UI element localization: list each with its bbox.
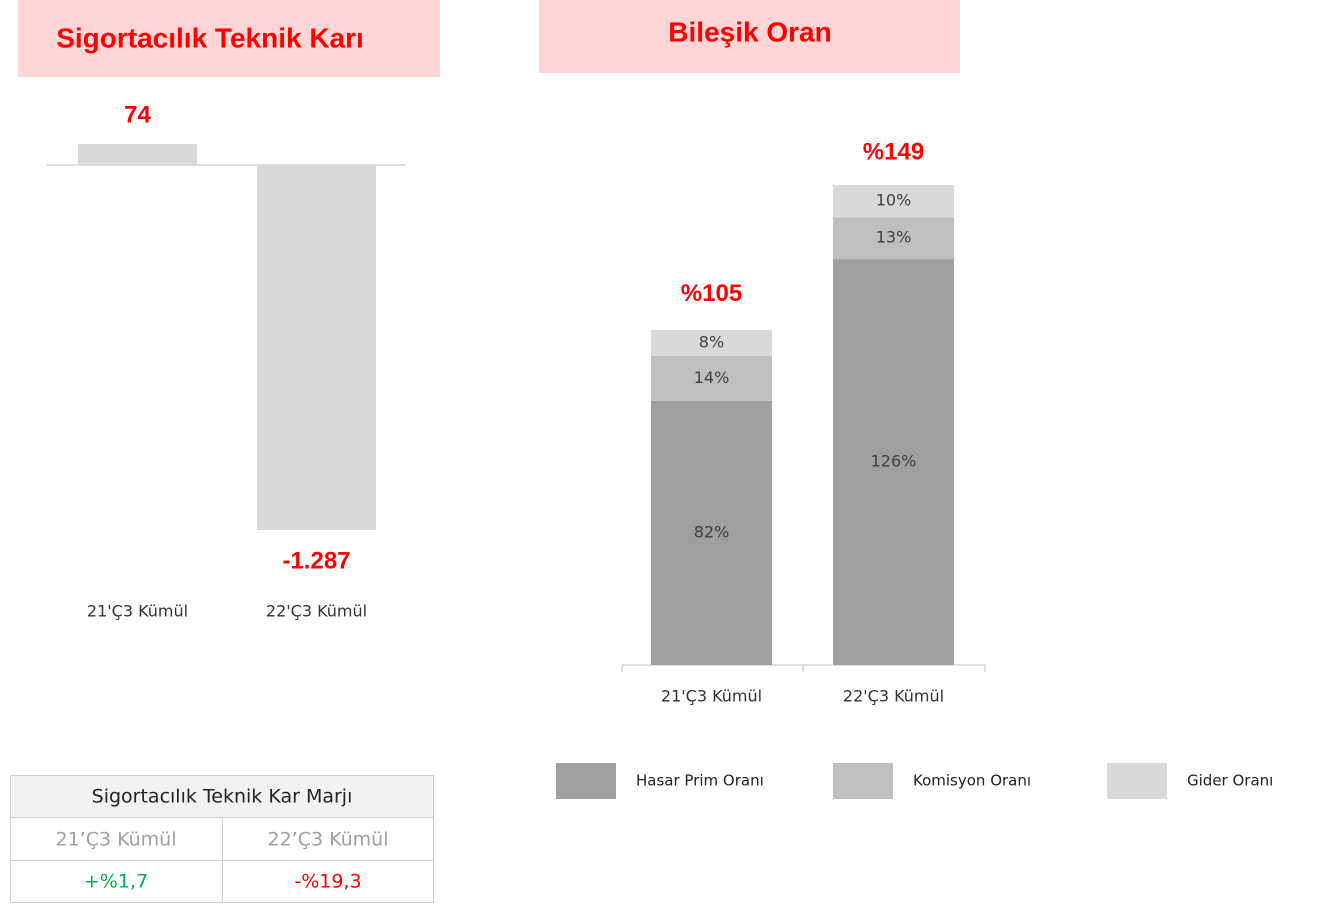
x-tick-label: 22'Ç3 Kümül [266,602,367,621]
bar-segment [833,185,954,218]
title-box [539,0,960,73]
bar-segment [651,329,772,356]
segment-label: 14% [694,368,730,387]
legend-swatch [556,763,616,799]
legend-label: Komisyon Oranı [913,772,1031,790]
value-label: 74 [124,101,151,128]
total-label: %149 [863,138,924,165]
segment-label: 10% [876,191,912,210]
table-value: +%1,7 [84,871,148,893]
bar-segment [833,259,954,665]
x-tick-label: 22'Ç3 Kümül [843,687,944,706]
bar [78,144,197,165]
table-header: 21’Ç3 Kümül [56,829,177,851]
segment-label: 8% [699,332,724,351]
total-label: %105 [681,280,742,307]
segment-label: 126% [871,452,917,471]
segment-label: 13% [876,228,912,247]
table: Sigortacılık Teknik Kar Marjı 21’Ç3 Kümü… [10,775,434,903]
table-value: -%19,3 [294,871,361,893]
table-header: 22’Ç3 Kümül [268,829,389,851]
title-box [18,0,440,77]
x-tick-label: 21'Ç3 Kümül [87,602,188,621]
legend-swatch [833,763,893,799]
bar-segment [833,217,954,260]
table-cell [10,860,223,903]
legend-swatch [1107,763,1167,799]
legend-label: Gider Oranı [1187,772,1273,790]
value-label: -1.287 [282,547,350,574]
bar-segment [651,400,772,665]
chart-title: Sigortacılık Teknik Karı [56,22,364,53]
table-title-cell [10,775,434,818]
table-cell [222,860,434,903]
table-cell [222,817,434,861]
table-cell [10,817,223,861]
legend-label: Hasar Prim Oranı [636,772,764,790]
x-tick-label: 21'Ç3 Kümül [661,687,762,706]
bar-segment [651,355,772,401]
chart-title: Bileşik Oran [668,16,831,47]
bar [257,164,376,531]
table-title: Sigortacılık Teknik Kar Marjı [92,786,353,808]
segment-label: 82% [694,522,730,541]
